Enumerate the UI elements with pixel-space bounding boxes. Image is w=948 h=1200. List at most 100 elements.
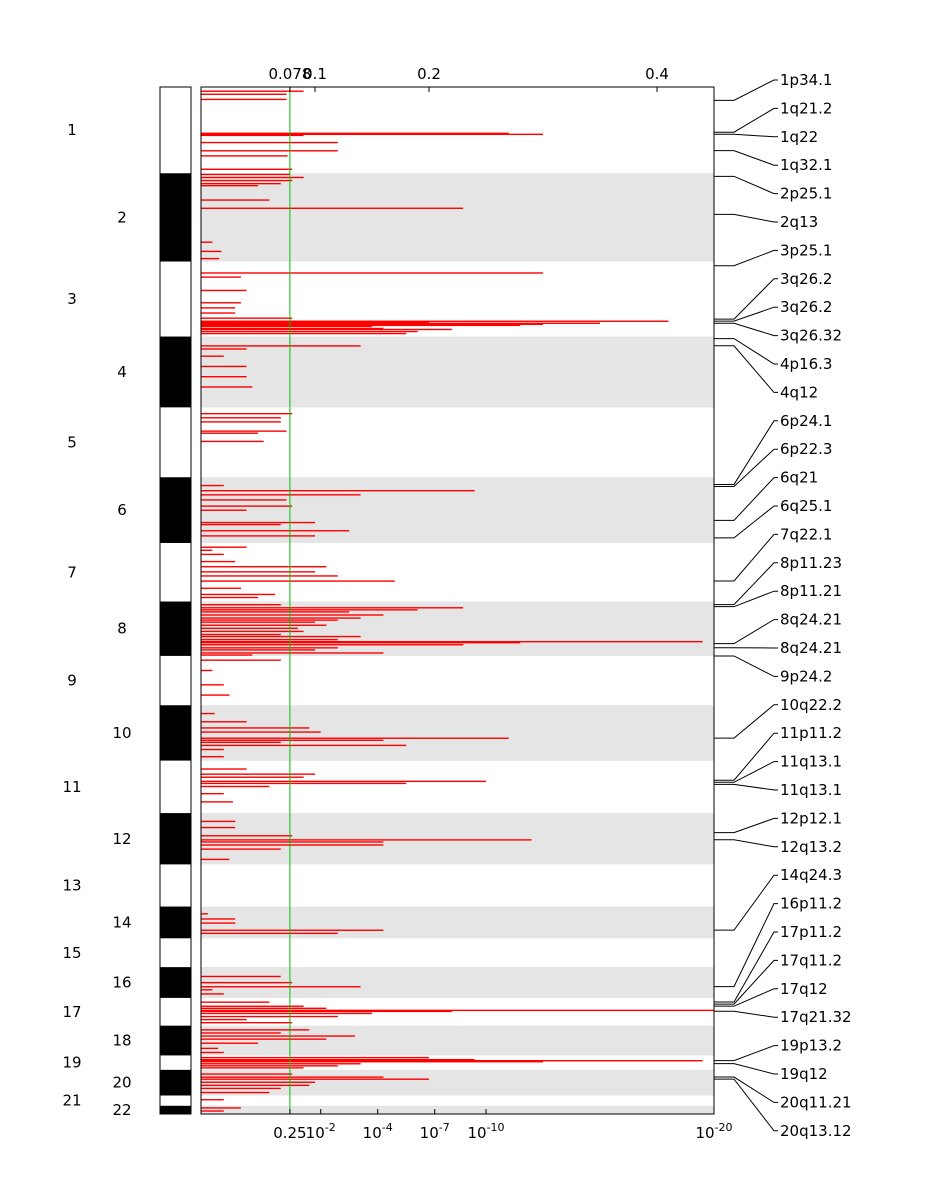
peak-bars	[201, 90, 714, 1112]
peak-bar	[201, 801, 233, 803]
cytoband-leader-line	[714, 79, 778, 101]
cytoband-label: 6q21	[780, 469, 818, 487]
cytoband-leader-line	[714, 533, 778, 582]
peak-bar	[201, 257, 220, 260]
peak-bar	[201, 499, 287, 501]
peak-bar	[201, 635, 361, 638]
chromosome-label-9: 9	[67, 672, 77, 690]
cytoband-leader-line	[714, 839, 778, 848]
peak-bar	[201, 1029, 310, 1031]
peak-bar	[201, 1042, 258, 1044]
peak-bar	[201, 494, 361, 496]
peak-bar	[201, 619, 338, 621]
cytoband-leader-line	[714, 590, 778, 608]
peak-bar	[201, 1087, 281, 1090]
cytoband-label: 1q22	[780, 128, 818, 146]
chromosome-label-22: 22	[112, 1101, 131, 1119]
peak-bar	[201, 820, 236, 823]
ideogram-block-3	[160, 261, 191, 337]
chromosome-band-12	[201, 813, 714, 865]
peak-bar	[201, 1032, 281, 1034]
peak-bar	[201, 1078, 429, 1080]
peak-bar	[201, 981, 293, 984]
cytoband-leader-line	[714, 133, 778, 138]
chromosome-label-3: 3	[67, 290, 77, 308]
peak-bar	[201, 638, 338, 641]
peak-bar	[201, 1056, 429, 1059]
peak-bar	[201, 1107, 241, 1109]
peak-bar	[201, 614, 384, 616]
peak-bar	[201, 839, 532, 841]
peak-bar	[201, 844, 384, 846]
cytoband-leader-line	[714, 505, 778, 539]
cytoband-leader-line	[714, 732, 778, 781]
peak-bar	[201, 1015, 338, 1018]
peak-bar	[201, 826, 236, 829]
peak-bar	[201, 312, 236, 314]
peak-bar	[201, 776, 304, 778]
peak-bar	[201, 932, 338, 935]
cytoband-label: 3p25.1	[780, 241, 832, 259]
chromosome-label-19: 19	[62, 1054, 81, 1072]
peak-bar	[201, 1084, 310, 1087]
cytoband-label: 8q24.21	[780, 611, 842, 629]
top-tick-label: 0.1	[303, 65, 327, 83]
ideogram-block-7	[160, 542, 191, 602]
bottom-tick-label: 10-7	[420, 1121, 450, 1142]
peak-bar	[201, 642, 521, 644]
peak-bar	[201, 323, 543, 326]
chromosome-label-11: 11	[62, 778, 81, 796]
cytoband-label: 9p24.2	[780, 667, 832, 685]
ideogram-block-6	[160, 477, 191, 543]
bottom-tick-label: 10-4	[363, 1121, 393, 1142]
peak-bar	[201, 241, 213, 243]
ideogram-block-5	[160, 407, 191, 478]
peak-bar	[201, 330, 418, 333]
chromosome-label-15: 15	[62, 944, 81, 962]
cytoband-label: 11q13.1	[780, 753, 842, 771]
peak-bar	[201, 509, 247, 511]
peak-bar	[201, 739, 384, 741]
peak-bar	[201, 322, 600, 325]
peak-bar	[201, 768, 247, 770]
peak-bar	[201, 1047, 219, 1050]
chromosome-label-21: 21	[62, 1092, 81, 1110]
peak-bar	[201, 1009, 714, 1012]
peak-bar	[201, 272, 543, 274]
peak-bar	[201, 913, 208, 915]
peak-bar	[201, 321, 429, 323]
peak-bar	[201, 989, 213, 991]
bottom-tick-label: 10-2	[306, 1121, 336, 1142]
peak-bar	[201, 1021, 293, 1024]
peak-bar	[201, 659, 281, 661]
ideogram-block-15	[160, 938, 191, 968]
cytoband-label: 8q24.21	[780, 639, 842, 657]
ideogram-block-21	[160, 1095, 191, 1106]
peak-bar	[201, 317, 293, 319]
cytoband-leader-line	[714, 150, 778, 166]
cytoband-leader-line	[714, 903, 778, 988]
peak-bar	[201, 535, 315, 537]
peak-bar	[201, 1110, 224, 1112]
peak-bar	[201, 1073, 293, 1075]
cytoband-label: 17q11.2	[780, 951, 842, 969]
cytoband-leader-line	[714, 619, 778, 645]
peak-bar	[201, 741, 281, 744]
cytoband-leader-line	[714, 175, 778, 195]
chromosome-label-16: 16	[112, 974, 131, 992]
peak-bar	[201, 207, 464, 209]
peak-bar	[201, 150, 338, 152]
peak-bar	[201, 780, 486, 783]
peak-bar	[201, 98, 287, 101]
chromosome-label-4: 4	[117, 363, 127, 381]
cytoband-label: 3q26.2	[780, 270, 832, 288]
peak-bar	[201, 652, 384, 654]
chromosome-label-20: 20	[112, 1074, 131, 1092]
peak-bar	[201, 649, 315, 651]
peak-bar	[201, 1051, 224, 1054]
ideogram-outline	[159, 86, 192, 1115]
peak-bar	[201, 731, 321, 733]
peak-bar	[201, 694, 230, 696]
